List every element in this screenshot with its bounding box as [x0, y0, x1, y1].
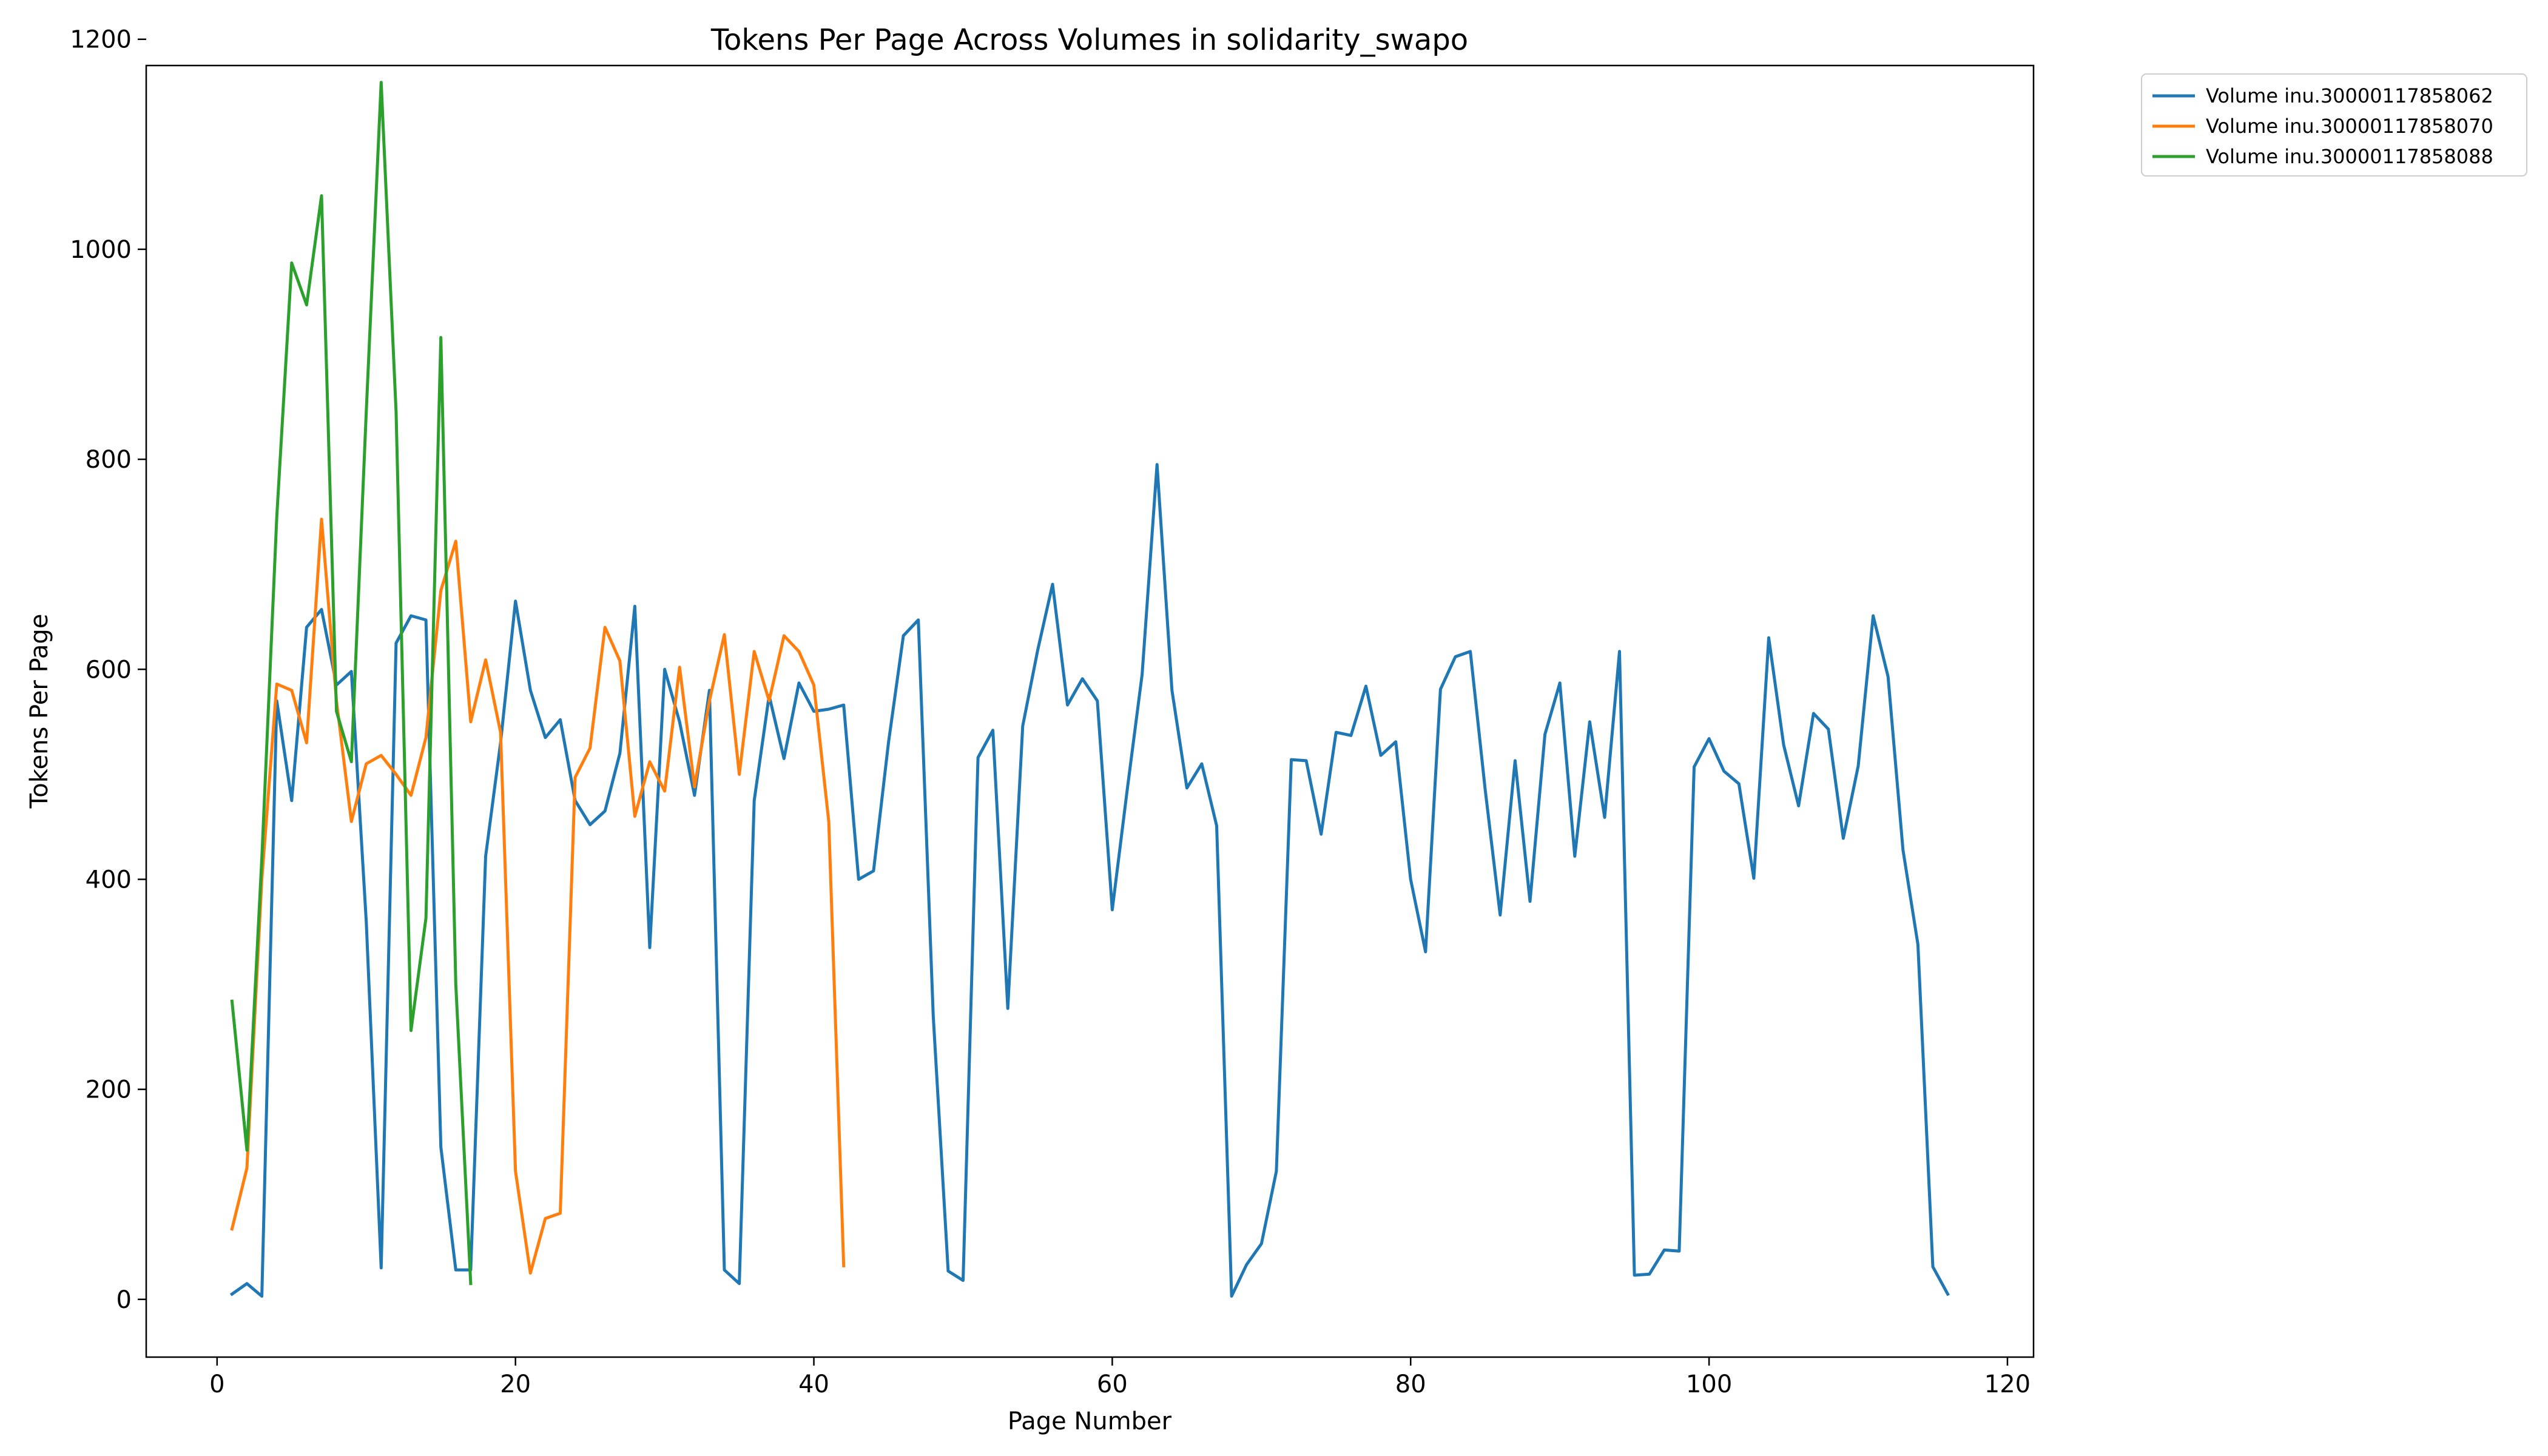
y-tick-label: 600: [86, 656, 132, 684]
y-tick-label: 1000: [70, 236, 132, 264]
chart-title: Tokens Per Page Across Volumes in solida…: [710, 23, 1468, 57]
x-tick-label: 60: [1097, 1370, 1128, 1398]
x-axis-ticks: 0 20 40 60 80 100 120: [209, 1357, 2031, 1398]
y-tick-label: 1200: [70, 26, 132, 54]
x-tick-label: 0: [209, 1370, 224, 1398]
y-axis-label: Tokens Per Page: [25, 614, 53, 809]
legend-label: Volume inu.30000117858070: [2206, 115, 2493, 138]
legend-box: [2141, 73, 2527, 177]
y-tick-label: 200: [86, 1076, 132, 1104]
y-tick-label: 400: [86, 866, 132, 894]
legend: Volume inu.30000117858062 Volume inu.3000…: [2141, 73, 2527, 177]
plot-lines: [229, 81, 1950, 1298]
x-tick-label: 40: [798, 1370, 829, 1398]
x-tick-label: 20: [500, 1370, 531, 1398]
series-line-3: [230, 81, 473, 1286]
series-line-1: [229, 463, 1950, 1298]
x-tick-label: 120: [1984, 1370, 2031, 1398]
y-tick-label: 800: [86, 446, 132, 474]
legend-label: Volume inu.30000117858088: [2206, 145, 2493, 168]
x-axis-label: Page Number: [1008, 1407, 1172, 1435]
y-tick-label: 0: [116, 1286, 132, 1314]
x-tick-label: 100: [1686, 1370, 1732, 1398]
legend-label: Volume inu.30000117858062: [2206, 84, 2493, 107]
plot-frame: [145, 64, 2035, 1358]
x-tick-label: 80: [1395, 1370, 1426, 1398]
y-axis-ticks: 0 200 400 600 800 1000 1200: [70, 26, 146, 1314]
